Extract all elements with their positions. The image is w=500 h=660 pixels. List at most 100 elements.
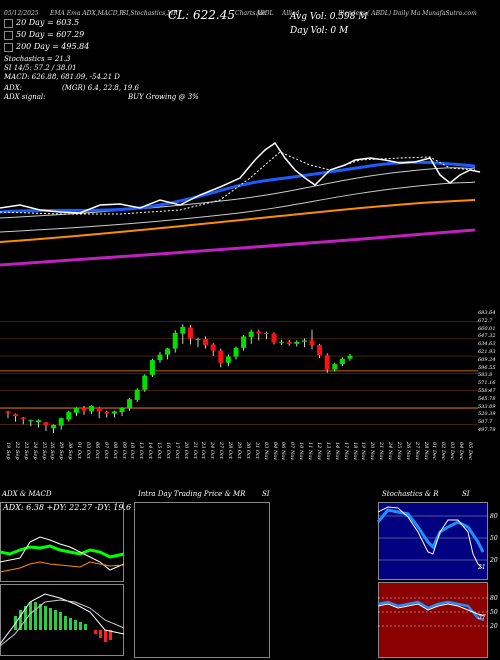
price-axis-label: 660.01: [478, 325, 496, 332]
candlestick-chart: [0, 321, 478, 434]
adx-lines: [0, 536, 125, 573]
legend-50day-label: 50 Day = 607.29: [16, 30, 85, 39]
intra-day-panel: [134, 502, 270, 658]
date-axis-label: 21 Oct: [191, 442, 198, 459]
date-axis-label: 10 Oct: [129, 442, 136, 459]
price-axis-label: 621.93: [478, 349, 496, 355]
date-axis-label: 19 Nov: [360, 442, 367, 461]
date-axis-label: 24 Nov: [387, 442, 394, 461]
date-axis-label: 30 Sep: [67, 442, 74, 460]
stochastics-lines: [376, 506, 488, 569]
candle: [180, 324, 186, 344]
candle: [339, 357, 345, 367]
candle: [111, 410, 117, 418]
candle: [286, 339, 292, 346]
candle: [332, 362, 338, 372]
date-axis-label: 09 Oct: [120, 442, 127, 459]
date-axis-label: 24 Sep: [31, 442, 38, 460]
candle: [43, 422, 49, 432]
legend-200day: 200 Day = 495.84: [4, 42, 89, 52]
legend-macd: MACD: 626.88, 681.09, -54.21 D: [4, 73, 120, 81]
date-axis-label: 01 Oct: [76, 442, 83, 459]
candle: [51, 424, 57, 434]
stoch-label-20: 20: [490, 557, 498, 564]
date-axis-label: 25 Nov: [395, 442, 402, 461]
date-axis-label: 23 Oct: [200, 442, 207, 459]
candle: [210, 343, 216, 356]
date-axis-label: 03 Nov: [262, 442, 269, 461]
candle: [149, 358, 155, 377]
price-axis-label: 520.39: [478, 411, 496, 418]
price-axis-label: 583.8: [478, 372, 493, 379]
macd-panel: [0, 584, 124, 656]
stoch-label-50: 50: [490, 535, 498, 542]
candle: [317, 343, 323, 359]
legend-si: SI 14/5: 57.2 / 38.01: [4, 64, 77, 72]
candle: [28, 419, 34, 427]
date-axis: 19 Sep 22 Sep 23 Sep 24 Sep 25 Sep 26 Sep 29 S…: [0, 440, 500, 486]
date-axis-label: 06 Nov: [280, 442, 287, 461]
date-axis-label: 31 Oct: [253, 442, 260, 459]
candle: [218, 348, 224, 368]
date-axis-label: 06 Oct: [93, 442, 100, 459]
price-axis-label: 507.7: [478, 419, 493, 426]
candle: [301, 338, 307, 348]
candle: [241, 335, 247, 351]
candle: [172, 330, 178, 353]
date-axis-label: 16 Oct: [164, 442, 171, 459]
price-line: [0, 141, 481, 214]
price-axis-label: 497.78: [478, 427, 496, 433]
header-si-tag: SI,Stochastics,MR: [122, 10, 178, 17]
date-axis-label: 24 Oct: [209, 442, 216, 459]
si-label-50: 50: [490, 609, 498, 616]
date-axis-label: 19 Sep: [5, 442, 11, 460]
ma-100-line: [0, 199, 476, 243]
date-axis-label: 03 Dec: [449, 442, 456, 460]
candle: [324, 353, 330, 373]
date-axis-label: 13 Nov: [324, 442, 331, 461]
candle: [157, 351, 163, 363]
date-axis-label: 29 Sep: [58, 442, 65, 460]
candle: [294, 340, 300, 347]
legend-stochastics: Stochastics = 21.3: [4, 55, 71, 63]
date-axis-label: 01 Dec: [431, 442, 438, 460]
date-axis-label: 13 Oct: [138, 442, 145, 459]
candle: [119, 407, 125, 417]
candle: [271, 332, 277, 345]
date-axis-label: 04 Dec: [458, 442, 465, 460]
date-axis-label: 26 Sep: [49, 442, 56, 460]
candle: [73, 407, 79, 417]
candle: [96, 406, 102, 419]
legend-20day: 20 Day = 603.5: [4, 18, 79, 28]
ma-50-envelope-upper: [0, 167, 476, 219]
price-axis: 683.64 672.7 660.01 647.32 634.63 621.93 609.2…: [478, 310, 500, 440]
date-axis-label: 21 Nov: [378, 442, 385, 461]
header-symbol: ABDL: [256, 10, 274, 17]
macd-histogram: [0, 593, 125, 647]
stoch-panel-title: Stochastics & R: [382, 490, 439, 498]
header-close-price: CL: 622.45: [168, 8, 235, 22]
date-axis-label: 27 Oct: [218, 442, 225, 459]
date-axis-label: 17 Nov: [342, 442, 349, 461]
candle: [20, 416, 26, 425]
price-axis-label: 545.78: [478, 395, 496, 402]
candle: [263, 331, 269, 340]
candle: [142, 374, 148, 392]
candle: [104, 410, 110, 418]
date-axis-label: 11 Nov: [307, 442, 314, 461]
date-axis-label: 14 Nov: [333, 442, 340, 461]
date-axis-label: 27 Nov: [413, 442, 420, 461]
ema-dotted-line: [0, 151, 476, 215]
date-axis-label: 29 Oct: [236, 442, 242, 459]
header-symbol-pre: Charts for: [235, 10, 266, 17]
legend-20day-swatch: [4, 18, 13, 28]
moving-average-chart: [0, 141, 481, 267]
legend-adx-signal: ADX signal:: [4, 93, 46, 101]
stoch-panel-si: SI: [462, 490, 470, 498]
candle: [279, 339, 285, 346]
date-axis-label: 25 Sep: [40, 442, 47, 460]
header-company: Allied: [282, 10, 300, 17]
date-axis-label: 28 Oct: [227, 442, 234, 459]
adx-panel-title: ADX & MACD: [2, 490, 52, 498]
candle: [233, 346, 239, 360]
